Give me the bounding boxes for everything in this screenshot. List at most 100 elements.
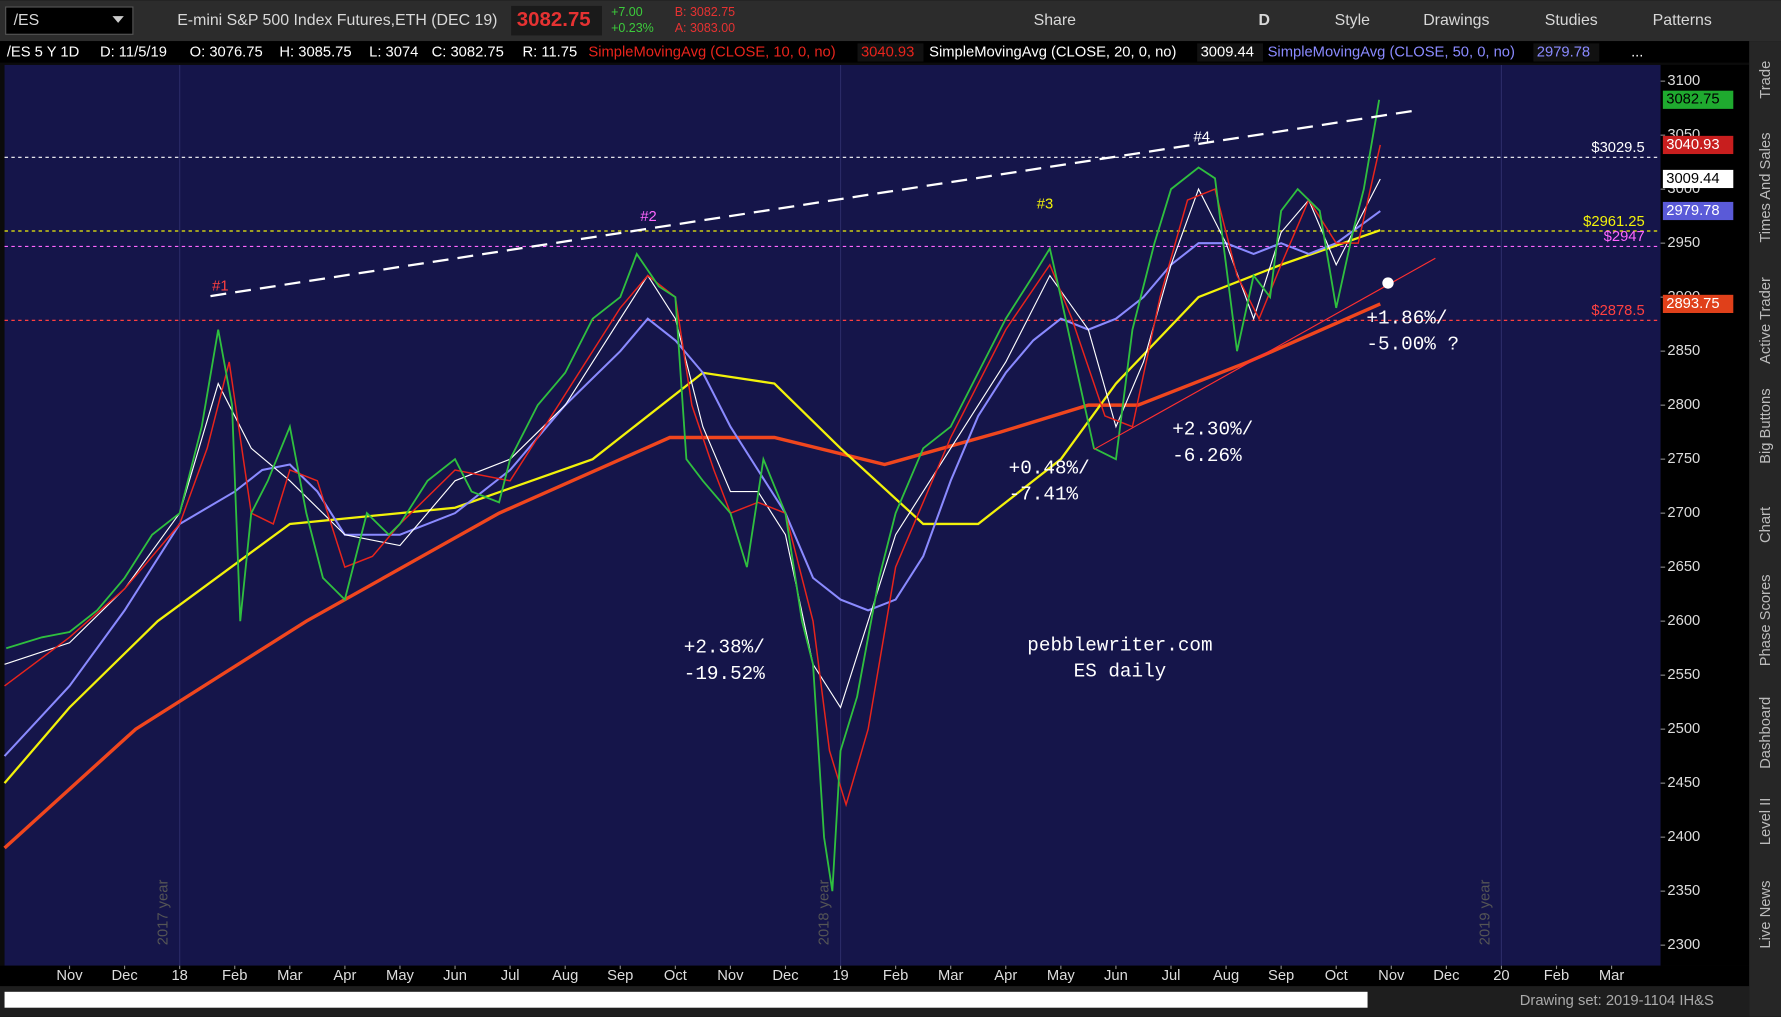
x-tick-label: Apr bbox=[994, 968, 1017, 984]
sidebar-tab[interactable]: Phase Scores bbox=[1758, 574, 1774, 666]
info: /ES 5 Y 1D D: 11/5/19 O: 3076.75 H: 3085… bbox=[7, 44, 1644, 60]
x-tick-label: Nov bbox=[717, 968, 744, 984]
info-low: L: 3074 bbox=[369, 44, 418, 60]
x-tick-label: Nov bbox=[1378, 968, 1405, 984]
x-tick-label: Feb bbox=[222, 968, 247, 984]
footer: Drawing set: 2019-1104 IH&S bbox=[1520, 993, 1714, 1009]
legend-value-bg bbox=[1197, 43, 1264, 62]
price-box-label: 2893.75 bbox=[1666, 296, 1719, 312]
legend-entry: SimpleMovingAvg (CLOSE, 10, 0, no) bbox=[588, 44, 835, 60]
last-price: 3082.75 bbox=[517, 8, 591, 31]
x-tick-label: Mar bbox=[938, 968, 963, 984]
sidebar-tab[interactable]: Times And Sales bbox=[1758, 133, 1774, 243]
sidebar-tab[interactable]: Live News bbox=[1758, 881, 1774, 949]
series-line bbox=[5, 99, 1381, 892]
x-tick-label: Mar bbox=[277, 968, 302, 984]
year-label: 2017 year bbox=[156, 880, 172, 946]
sidebar-tab[interactable]: Dashboard bbox=[1758, 697, 1774, 769]
x-tick-label: Jun bbox=[1104, 968, 1128, 984]
x-tick-label: Mar bbox=[1599, 968, 1624, 984]
info-open: O: 3076.75 bbox=[190, 44, 263, 60]
price-box bbox=[1662, 90, 1734, 109]
price-box-label: 3009.44 bbox=[1666, 171, 1719, 187]
legend-entry: SimpleMovingAvg (CLOSE, 50, 0, no) bbox=[1268, 44, 1515, 60]
sidebar-tab[interactable]: Level II bbox=[1758, 798, 1774, 846]
x-tick-label: Jun bbox=[443, 968, 467, 984]
y-tick-label: 2550 bbox=[1667, 667, 1700, 683]
level-label: $2961.25 bbox=[1583, 214, 1645, 230]
legend-entry: SimpleMovingAvg (CLOSE, 20, 0, no) bbox=[929, 44, 1176, 60]
year-label: 2019 year bbox=[1477, 880, 1493, 946]
symbol: /ES bbox=[14, 12, 40, 29]
last-box bbox=[511, 5, 602, 36]
plot-area bbox=[4, 64, 1661, 966]
x-tick-label: 18 bbox=[171, 968, 187, 984]
x-tick-label: Dec bbox=[772, 968, 798, 984]
info-range: R: 11.75 bbox=[522, 44, 577, 60]
price-box bbox=[1662, 135, 1734, 155]
annotation: -19.52% bbox=[684, 663, 765, 685]
symbol-box[interactable] bbox=[5, 6, 134, 35]
annotation: +1.86%/ bbox=[1366, 307, 1447, 329]
info-close: C: 3082.75 bbox=[432, 44, 504, 60]
x-tick-label: Aug bbox=[1213, 968, 1239, 984]
annotation: +0.48%/ bbox=[1009, 457, 1090, 479]
sidebar-tab[interactable]: Trade bbox=[1758, 61, 1774, 99]
x-tick-label: Dec bbox=[111, 968, 137, 984]
x-tick-label: Oct bbox=[664, 968, 687, 984]
level-label: $2947 bbox=[1604, 229, 1645, 245]
peak-label: #4 bbox=[1194, 130, 1210, 146]
ask: A: 3083.00 bbox=[675, 21, 735, 35]
annotation: -5.00% ? bbox=[1366, 333, 1459, 355]
marker bbox=[1382, 277, 1394, 289]
y-tick-label: 2500 bbox=[1667, 721, 1700, 737]
price-box bbox=[1662, 201, 1734, 221]
legend-value-bg bbox=[857, 43, 924, 62]
y-tick-label: 2350 bbox=[1667, 883, 1700, 899]
x-tick-label: Sep bbox=[607, 968, 633, 984]
x-tick-label: Apr bbox=[333, 968, 356, 984]
x-tick-label: Jul bbox=[1162, 968, 1181, 984]
x-tick-label: 19 bbox=[832, 968, 848, 984]
y-tick-label: 2400 bbox=[1667, 829, 1700, 845]
sidebar-tab[interactable]: Chart bbox=[1758, 507, 1774, 543]
series-line bbox=[3, 229, 1381, 784]
year-label: 2018 year bbox=[817, 880, 833, 946]
y-tick-label: 2650 bbox=[1667, 559, 1700, 575]
scroll-thumb[interactable] bbox=[4, 991, 1368, 1008]
x-tick-label: Feb bbox=[1544, 968, 1569, 984]
description: E-mini S&P 500 Index Futures,ETH (DEC 19… bbox=[177, 12, 497, 29]
legend-value-bg bbox=[1533, 43, 1600, 62]
level-label: $3029.5 bbox=[1591, 140, 1644, 156]
y-tick-label: 2300 bbox=[1667, 937, 1700, 953]
x-tick-label: Oct bbox=[1325, 968, 1348, 984]
button[interactable]: Patterns bbox=[1653, 12, 1712, 29]
y-tick-label: 3100 bbox=[1667, 73, 1700, 89]
legend-value: 3009.44 bbox=[1201, 44, 1254, 60]
button[interactable]: D bbox=[1259, 12, 1270, 29]
y-tick-label: 2700 bbox=[1667, 505, 1700, 521]
annotation: -7.41% bbox=[1009, 483, 1079, 505]
x-tick-label: Sep bbox=[1268, 968, 1294, 984]
price-box bbox=[1662, 169, 1734, 189]
button[interactable]: Style bbox=[1335, 12, 1370, 29]
sidebar-tab[interactable]: Active Trader bbox=[1758, 277, 1774, 364]
x-tick-label: 20 bbox=[1493, 968, 1509, 984]
button[interactable]: Share bbox=[1034, 12, 1077, 29]
time-axis bbox=[0, 965, 1750, 987]
y-tick-label: 2750 bbox=[1667, 451, 1700, 467]
button[interactable]: Studies bbox=[1545, 12, 1598, 29]
peak-label: #2 bbox=[640, 209, 656, 225]
annotation: pebblewriter.com bbox=[1027, 634, 1212, 656]
y-tick-label: 2800 bbox=[1667, 397, 1700, 413]
series-line bbox=[3, 302, 1381, 850]
x-tick-label: Aug bbox=[552, 968, 578, 984]
toolbar bbox=[0, 0, 1781, 42]
bid: B: 3082.75 bbox=[675, 5, 735, 19]
peak-label: #3 bbox=[1037, 197, 1053, 213]
level-label: $2878.5 bbox=[1591, 303, 1644, 319]
button[interactable]: Drawings bbox=[1423, 12, 1489, 29]
change-pct: +0.23% bbox=[611, 21, 654, 35]
sidebar-tab[interactable]: Big Buttons bbox=[1758, 388, 1774, 463]
